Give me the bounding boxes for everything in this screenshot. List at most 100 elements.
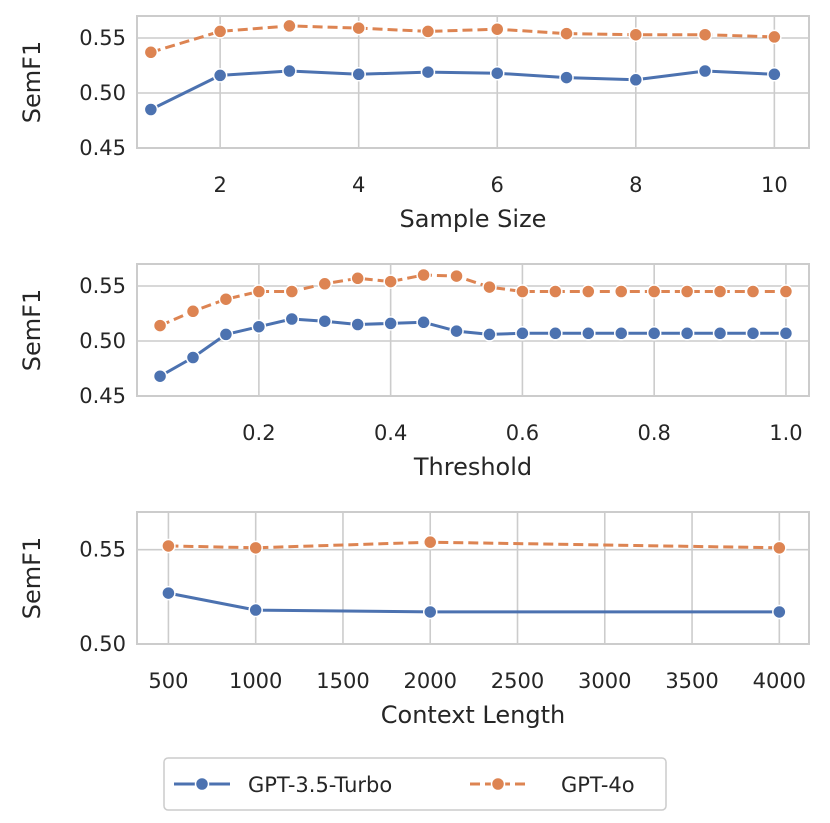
data-point-gpt35 bbox=[628, 72, 644, 88]
x-tick-label: 3000 bbox=[578, 669, 631, 693]
data-point-gpt4o bbox=[581, 284, 596, 299]
y-tick-label: 0.50 bbox=[79, 81, 126, 105]
data-point-gpt35 bbox=[317, 313, 333, 329]
data-point-gpt4o bbox=[284, 284, 300, 299]
data-point-gpt4o bbox=[489, 21, 505, 37]
data-point-gpt4o bbox=[420, 24, 436, 39]
data-point-gpt35 bbox=[383, 316, 398, 331]
data-point-gpt4o bbox=[282, 18, 297, 34]
data-point-gpt35 bbox=[697, 63, 713, 79]
y-tick-label: 0.50 bbox=[79, 632, 126, 656]
chart-panels: 2 4 6 8 10 0.45 0.50 0.55 Sample Size SemF1 0.2 0.4… bbox=[18, 15, 810, 729]
data-point-gpt4o bbox=[317, 276, 333, 292]
y-axis-label: SemF1 bbox=[18, 41, 46, 123]
data-point-gpt35 bbox=[251, 319, 267, 334]
plot-frame bbox=[136, 15, 810, 149]
data-point-gpt4o bbox=[161, 538, 176, 554]
plot-frame bbox=[136, 511, 810, 645]
x-tick-label: 10 bbox=[761, 173, 788, 197]
data-point-gpt4o bbox=[248, 540, 263, 556]
data-point-gpt35 bbox=[489, 65, 505, 81]
data-point-gpt35 bbox=[449, 323, 464, 339]
data-point-gpt4o bbox=[679, 284, 695, 299]
x-tick-label: 2500 bbox=[491, 669, 544, 693]
data-point-gpt35 bbox=[420, 64, 436, 80]
data-point-gpt35 bbox=[185, 350, 201, 365]
data-point-gpt35 bbox=[772, 604, 787, 620]
data-point-gpt35 bbox=[218, 327, 234, 342]
chart-panel-1: 2 4 6 8 10 0.45 0.50 0.55 Sample Size SemF1 bbox=[18, 15, 810, 233]
legend-marker-gpt35 bbox=[194, 776, 210, 792]
data-point-gpt35 bbox=[143, 102, 159, 117]
data-point-gpt4o bbox=[350, 271, 365, 286]
y-tick-label: 0.55 bbox=[79, 538, 126, 562]
chart-panel-3: 500 1000 1500 2000 2500 3000 3500 4000 0.50 0.55 C… bbox=[18, 511, 810, 729]
data-point-gpt4o bbox=[515, 284, 530, 299]
data-point-gpt35 bbox=[161, 585, 176, 601]
data-point-gpt4o bbox=[152, 318, 168, 333]
legend: GPT-3.5-Turbo GPT-4o bbox=[163, 757, 667, 811]
data-point-gpt4o bbox=[613, 284, 629, 299]
data-point-gpt4o bbox=[772, 540, 787, 556]
data-point-gpt35 bbox=[284, 311, 300, 327]
legend-marker-gpt4o bbox=[490, 776, 506, 792]
plot-frame bbox=[136, 263, 810, 397]
data-point-gpt35 bbox=[152, 368, 168, 384]
data-point-gpt35 bbox=[548, 326, 563, 341]
x-axis-label: Threshold bbox=[413, 453, 532, 481]
legend-label-gpt35: GPT-3.5-Turbo bbox=[248, 773, 392, 797]
y-tick-label: 0.55 bbox=[79, 274, 126, 298]
legend-label-gpt4o: GPT-4o bbox=[561, 773, 635, 797]
data-point-gpt35 bbox=[767, 67, 782, 82]
x-tick-label: 0.4 bbox=[374, 421, 407, 445]
chart-panel-2: 0.2 0.4 0.6 0.8 1.0 0.45 0.50 0.55 Threshold SemF… bbox=[18, 263, 810, 481]
data-point-gpt35 bbox=[559, 70, 574, 85]
data-point-gpt4o bbox=[559, 26, 574, 41]
data-point-gpt4o bbox=[712, 284, 728, 299]
data-point-gpt4o bbox=[697, 27, 713, 42]
data-point-gpt4o bbox=[351, 20, 366, 36]
x-tick-label: 0.2 bbox=[242, 421, 275, 445]
data-point-gpt4o bbox=[143, 45, 159, 60]
data-point-gpt35 bbox=[581, 326, 596, 341]
data-point-gpt35 bbox=[248, 602, 263, 618]
data-point-gpt4o bbox=[212, 24, 228, 39]
x-tick-label: 2000 bbox=[404, 669, 457, 693]
x-tick-label: 4000 bbox=[753, 669, 806, 693]
y-tick-label: 0.55 bbox=[79, 26, 126, 50]
x-tick-label: 0.8 bbox=[637, 421, 670, 445]
data-point-gpt4o bbox=[646, 284, 662, 299]
series-line-gpt35 bbox=[168, 591, 780, 614]
x-tick-label: 8 bbox=[629, 173, 642, 197]
data-point-gpt35 bbox=[422, 604, 438, 620]
y-tick-label: 0.50 bbox=[79, 329, 126, 353]
data-point-gpt35 bbox=[351, 67, 366, 82]
data-point-gpt4o bbox=[218, 291, 234, 307]
data-point-gpt4o bbox=[416, 267, 431, 283]
data-point-gpt35 bbox=[515, 326, 530, 341]
legend-frame bbox=[163, 757, 667, 811]
data-point-gpt4o bbox=[482, 279, 497, 295]
x-tick-label: 3500 bbox=[665, 669, 718, 693]
series-line-gpt4o bbox=[150, 24, 775, 54]
x-axis-label: Sample Size bbox=[400, 205, 547, 233]
data-point-gpt4o bbox=[778, 284, 794, 299]
data-point-gpt4o bbox=[383, 274, 398, 289]
y-axis-label: SemF1 bbox=[18, 537, 46, 619]
data-point-gpt4o bbox=[628, 27, 644, 42]
data-point-gpt4o bbox=[251, 284, 267, 299]
x-tick-label: 4 bbox=[352, 173, 365, 197]
data-point-gpt35 bbox=[679, 326, 695, 341]
data-point-gpt35 bbox=[646, 326, 662, 341]
x-tick-label: 1500 bbox=[316, 669, 369, 693]
x-axis-label: Context Length bbox=[381, 701, 565, 729]
data-point-gpt35 bbox=[482, 327, 497, 342]
series-line-gpt4o bbox=[168, 540, 780, 550]
x-tick-label: 0.6 bbox=[506, 421, 539, 445]
y-axis-label: SemF1 bbox=[18, 289, 46, 371]
data-point-gpt35 bbox=[350, 317, 365, 332]
data-point-gpt35 bbox=[712, 326, 728, 341]
x-tick-label: 500 bbox=[148, 669, 188, 693]
